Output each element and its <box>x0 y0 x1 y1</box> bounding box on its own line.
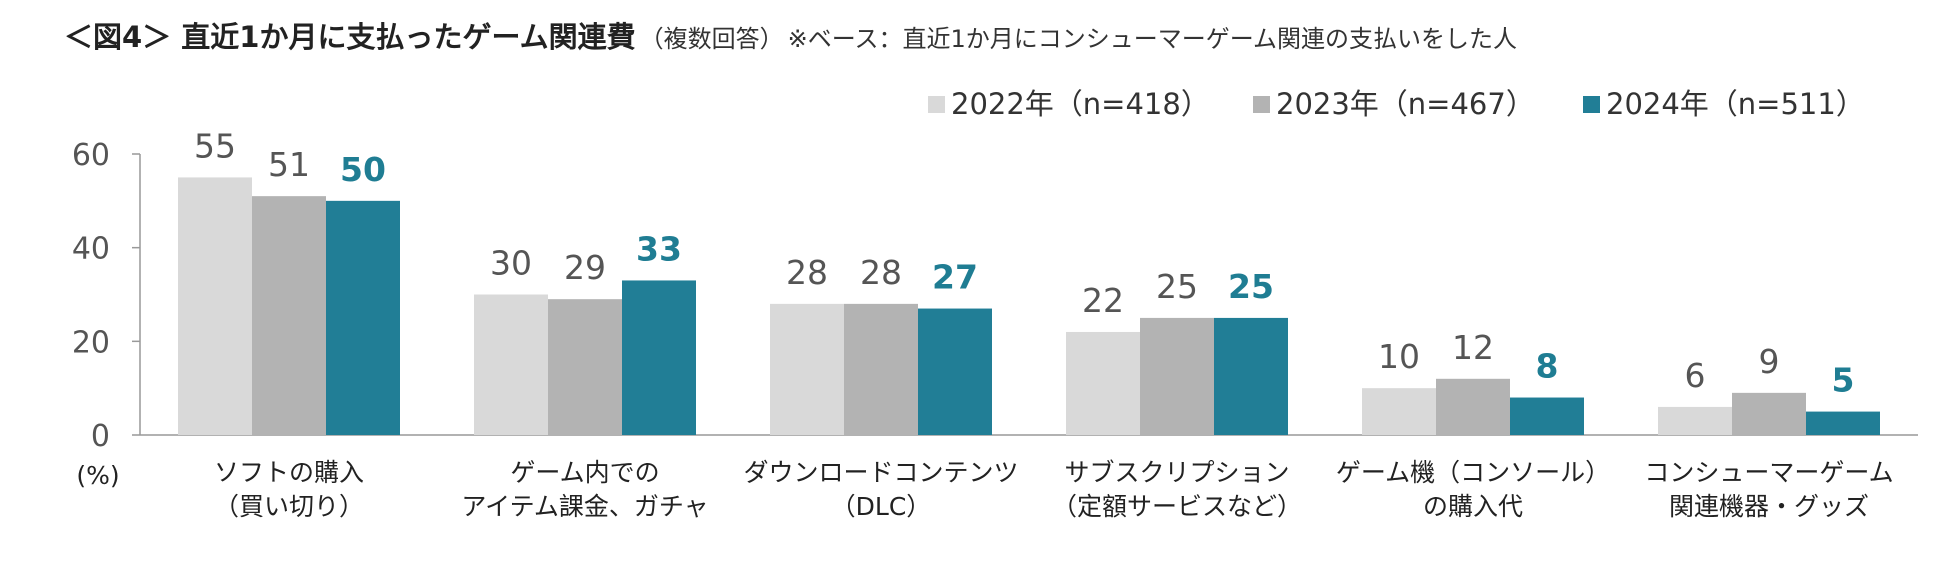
data-label: 29 <box>564 248 606 287</box>
data-label: 28 <box>786 253 828 292</box>
legend-label: 2023年（n=467） <box>1276 87 1535 121</box>
bar <box>1510 397 1584 435</box>
data-label: 33 <box>636 229 682 268</box>
bar <box>918 308 992 435</box>
bar <box>770 303 844 435</box>
x-category-label: ゲーム内での <box>510 458 659 487</box>
bar <box>326 200 400 435</box>
bar <box>1806 411 1880 435</box>
x-category-label: サブスクリプション <box>1064 458 1289 487</box>
bar <box>178 177 252 435</box>
legend-swatch <box>1253 96 1270 113</box>
x-category-label: コンシューマーゲーム <box>1644 458 1893 487</box>
bar <box>1436 378 1510 435</box>
y-tick-label: 40 <box>72 232 110 267</box>
title-main: ＜図4＞ 直近1か月に支払ったゲーム関連費 <box>64 20 636 54</box>
legend-swatch <box>928 96 945 113</box>
title-note: ※ベース：直近1か月にコンシューマーゲーム関連の支払いをした人 <box>787 25 1518 53</box>
chart-title: ＜図4＞ 直近1か月に支払ったゲーム関連費 （複数回答） ※ベース：直近1か月にコン… <box>64 14 1517 56</box>
bar <box>1140 317 1214 435</box>
bar <box>1658 406 1732 435</box>
title-sub: （複数回答） <box>639 25 784 53</box>
data-label: 8 <box>1536 347 1559 386</box>
x-category-label: アイテム課金、ガチャ <box>461 492 708 521</box>
x-category-label: （定額サービスなど） <box>1052 492 1302 521</box>
legend-label: 2022年（n=418） <box>951 87 1210 121</box>
data-label: 6 <box>1685 356 1706 395</box>
bar <box>1362 388 1436 435</box>
y-tick-label: 60 <box>72 138 110 173</box>
data-label: 55 <box>194 126 236 165</box>
y-tick-label: 20 <box>72 325 110 360</box>
bar <box>1732 392 1806 435</box>
data-label: 12 <box>1452 328 1494 367</box>
data-label: 28 <box>860 253 902 292</box>
x-category-label: ゲーム機（コンソール） <box>1336 458 1610 487</box>
bar <box>1066 331 1140 435</box>
legend-label: 2024年（n=511） <box>1606 87 1865 121</box>
data-label: 5 <box>1832 361 1855 400</box>
bar <box>252 196 326 435</box>
data-label: 9 <box>1759 342 1780 381</box>
bar <box>548 299 622 435</box>
data-label: 25 <box>1156 267 1198 306</box>
bar <box>1214 317 1288 435</box>
legend-swatch <box>1583 96 1600 113</box>
bar <box>622 280 696 435</box>
x-category-label: （DLC） <box>831 492 932 521</box>
data-label: 25 <box>1228 267 1274 306</box>
unit-label: (%) <box>76 461 119 490</box>
data-label: 10 <box>1378 337 1420 376</box>
bar <box>474 294 548 435</box>
x-category-label: ソフトの購入 <box>214 458 364 487</box>
data-label: 50 <box>340 150 386 189</box>
x-category-label: ダウンロードコンテンツ <box>743 458 1018 487</box>
bar <box>844 303 918 435</box>
y-tick-label: 0 <box>91 419 110 454</box>
x-category-label: 関連機器・グッズ <box>1669 492 1869 521</box>
data-label: 30 <box>490 244 532 283</box>
data-label: 22 <box>1082 281 1124 320</box>
x-category-label: （買い切り） <box>214 492 364 521</box>
data-label: 27 <box>932 258 978 297</box>
data-label: 51 <box>268 145 310 184</box>
x-category-label: の購入代 <box>1423 492 1523 521</box>
